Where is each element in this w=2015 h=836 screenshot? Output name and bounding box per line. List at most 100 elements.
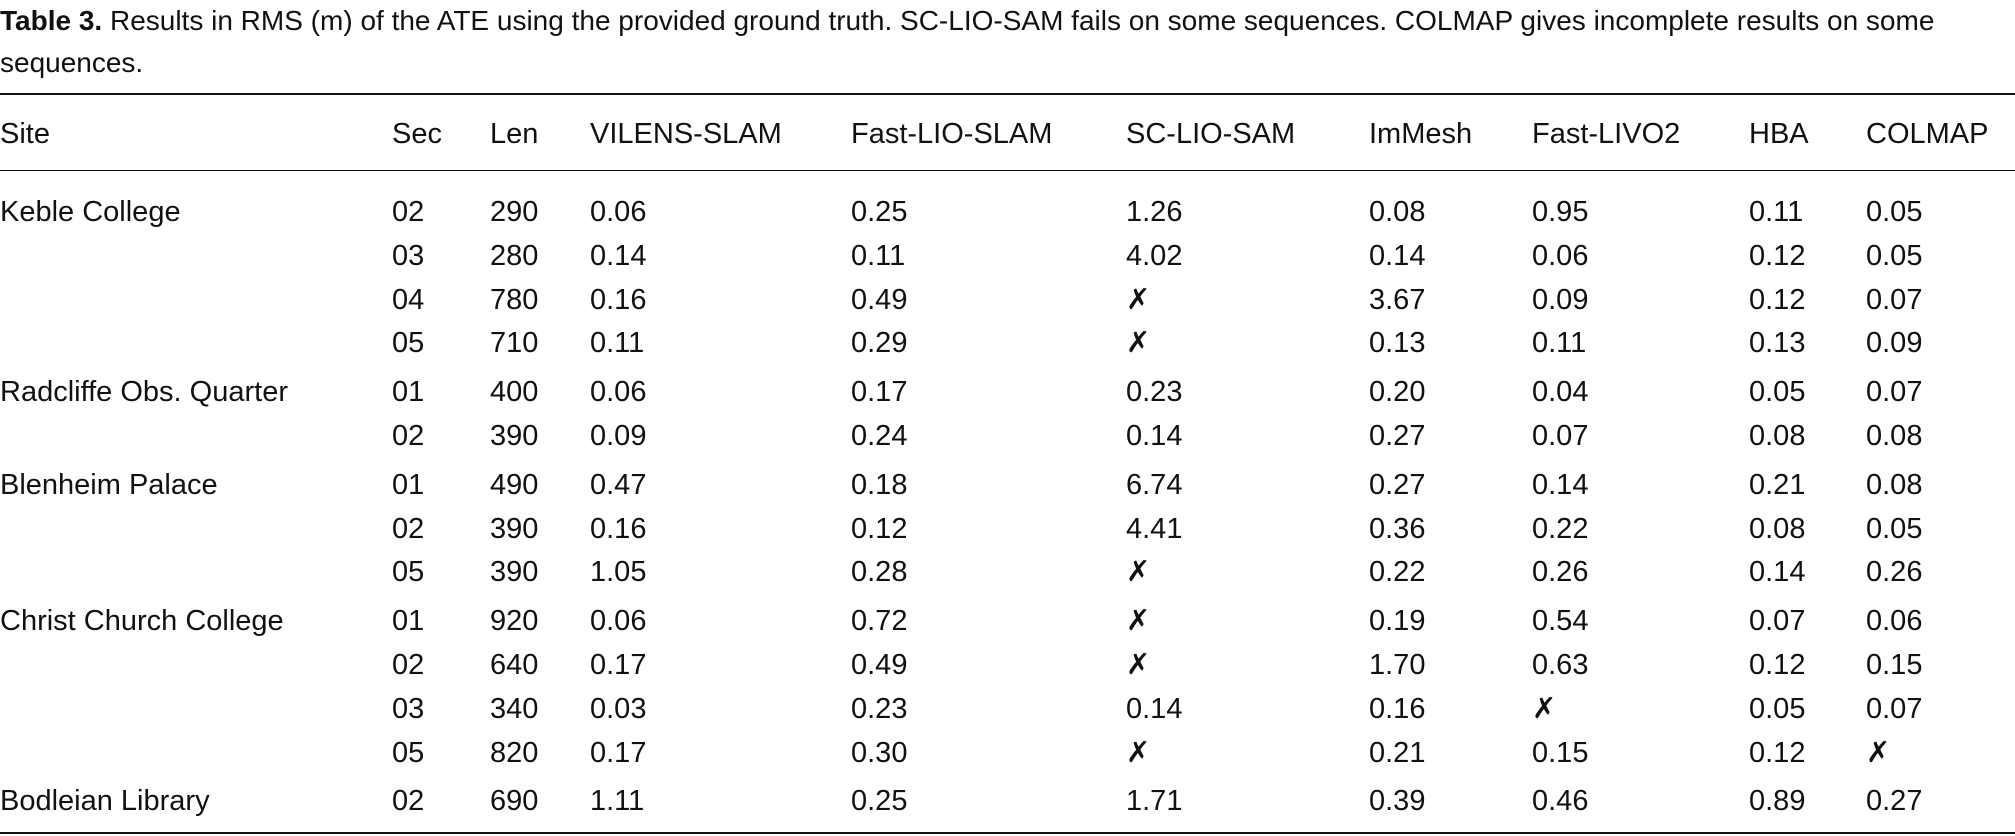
data-cell: ✗ (1126, 605, 1151, 638)
data-cell: 780 (490, 283, 539, 316)
data-cell: 0.21 (1369, 736, 1426, 769)
data-cell: 0.15 (1866, 649, 1923, 681)
data-cell: 0.14 (1532, 468, 1589, 501)
data-cell: 0.16 (590, 283, 647, 316)
data-cell: 6.74 (1126, 468, 1183, 501)
data-cell: 0.17 (851, 376, 908, 409)
data-cell: 0.47 (590, 468, 647, 501)
data-cell: 0.26 (1532, 556, 1589, 589)
data-cell: 01 (392, 605, 425, 638)
data-cell: 0.12 (1749, 649, 1806, 681)
data-cell: 0.39 (1369, 785, 1426, 818)
data-cell: 3.67 (1369, 283, 1426, 316)
header-rule (0, 170, 2015, 171)
data-cell: ✗ (1126, 283, 1151, 316)
data-cell: ✗ (1126, 327, 1151, 360)
data-cell: 0.24 (851, 420, 908, 452)
data-cell: 05 (392, 736, 425, 769)
data-cell: 0.05 (1749, 692, 1806, 725)
data-cell: 0.07 (1866, 283, 1923, 316)
data-cell: 690 (490, 785, 539, 818)
data-cell: ✗ (1866, 736, 1891, 769)
data-cell: 0.15 (1532, 736, 1589, 769)
data-cell: 1.70 (1369, 649, 1426, 681)
data-cell: 0.14 (1126, 692, 1183, 725)
data-cell: 0.26 (1866, 556, 1923, 589)
data-cell: 0.46 (1532, 785, 1589, 818)
data-cell: 0.05 (1866, 196, 1923, 228)
data-cell: 0.07 (1866, 376, 1923, 409)
data-cell: 0.23 (851, 692, 908, 725)
data-cell: 02 (392, 196, 425, 228)
data-cell: 0.09 (1866, 327, 1923, 360)
data-cell: 920 (490, 605, 539, 638)
header-cell: ImMesh (1369, 118, 1473, 150)
data-cell: 0.06 (590, 605, 647, 638)
header-cell: Fast-LIO-SLAM (851, 118, 1053, 150)
data-cell: 0.25 (851, 196, 908, 228)
header-cell: VILENS-SLAM (590, 118, 782, 150)
data-cell: 0.30 (851, 736, 908, 769)
site-cell: Bodleian Library (0, 785, 210, 818)
data-cell: 0.09 (590, 420, 647, 452)
data-cell: 0.49 (851, 649, 908, 681)
data-cell: 0.29 (851, 327, 908, 360)
site-cell: Keble College (0, 196, 181, 228)
data-cell: ✗ (1532, 692, 1557, 725)
data-cell: 0.13 (1749, 327, 1806, 360)
data-cell: 0.05 (1866, 512, 1923, 545)
data-cell: 0.03 (590, 692, 647, 725)
bottom-rule (0, 832, 2015, 834)
data-cell: 4.02 (1126, 239, 1183, 272)
data-cell: 0.05 (1749, 376, 1806, 409)
data-cell: 0.11 (1749, 196, 1804, 228)
data-cell: 0.27 (1866, 785, 1923, 818)
data-cell: 0.22 (1369, 556, 1426, 589)
data-cell: 0.04 (1532, 376, 1589, 409)
data-cell: 820 (490, 736, 539, 769)
data-cell: 04 (392, 283, 425, 316)
data-cell: 1.11 (590, 785, 645, 818)
data-cell: 0.08 (1749, 512, 1806, 545)
data-cell: 0.27 (1369, 420, 1426, 452)
data-cell: 0.05 (1866, 239, 1923, 272)
data-cell: 03 (392, 239, 425, 272)
data-cell: 02 (392, 785, 425, 818)
data-cell: 0.07 (1532, 420, 1589, 452)
data-cell: 0.08 (1369, 196, 1426, 228)
data-cell: 02 (392, 420, 425, 452)
header-cell: SC-LIO-SAM (1126, 118, 1296, 150)
caption-label: Table 3. (0, 5, 103, 36)
data-cell: 0.49 (851, 283, 908, 316)
data-cell: 0.14 (1126, 420, 1183, 452)
data-cell: 710 (490, 327, 539, 360)
data-cell: 340 (490, 692, 539, 725)
data-cell: 0.19 (1369, 605, 1426, 638)
data-cell: 01 (392, 376, 425, 409)
data-cell: 0.12 (1749, 736, 1806, 769)
data-cell: ✗ (1126, 736, 1151, 769)
data-cell: 0.23 (1126, 376, 1183, 409)
data-cell: 02 (392, 512, 425, 545)
header-cell: COLMAP (1866, 118, 1989, 150)
data-cell: 0.13 (1369, 327, 1426, 360)
data-cell: 0.22 (1532, 512, 1589, 545)
data-cell: 0.12 (1749, 283, 1806, 316)
data-cell: 0.17 (590, 649, 647, 681)
data-cell: 4.41 (1126, 512, 1183, 545)
data-cell: 0.27 (1369, 468, 1426, 501)
header-cell: Len (490, 118, 539, 150)
data-cell: 0.17 (590, 736, 647, 769)
data-cell: ✗ (1126, 556, 1151, 589)
data-cell: 0.11 (1532, 327, 1587, 360)
data-cell: 03 (392, 692, 425, 725)
data-cell: 490 (490, 468, 539, 501)
data-cell: 0.08 (1866, 468, 1923, 501)
data-cell: 0.72 (851, 605, 908, 638)
data-cell: 0.06 (590, 196, 647, 228)
header-cell: Sec (392, 118, 442, 150)
data-cell: 280 (490, 239, 539, 272)
data-cell: 400 (490, 376, 539, 409)
data-cell: 0.14 (590, 239, 647, 272)
